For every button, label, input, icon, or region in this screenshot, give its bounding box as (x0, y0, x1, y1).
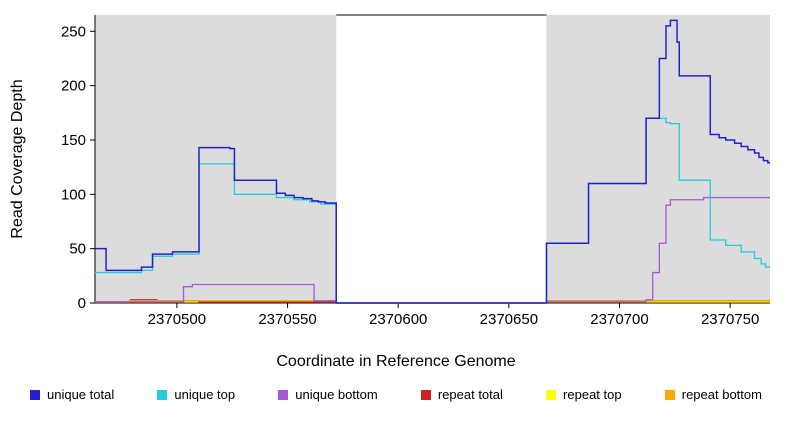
legend-swatch-repeat-total (420, 389, 431, 400)
y-tick-label: 150 (61, 132, 86, 149)
y-axis-title: Read Coverage Depth (9, 79, 26, 238)
legend-label-unique-total: unique total (47, 387, 115, 402)
x-tick-label: 2370600 (369, 311, 427, 328)
x-tick-label: 2370700 (590, 311, 648, 328)
legend-label-unique-top: unique top (174, 387, 236, 402)
legend-label-repeat-top: repeat top (563, 387, 622, 402)
legend-item-unique-top: unique top (157, 387, 235, 402)
legend-label-unique-bottom: unique bottom (295, 387, 378, 402)
legend-item-unique-bottom: unique bottom (278, 387, 378, 402)
shaded-region (546, 15, 770, 303)
legend-swatch-unique-top (157, 389, 168, 400)
x-tick-label: 2370550 (258, 311, 316, 328)
plot-area: 2370500 2370550 2370600 2370650 2370700 23707… (9, 14, 770, 328)
series-line-unique-total (95, 19, 770, 304)
legend-swatch-unique-total (30, 389, 40, 400)
y-tick-label: 0 (78, 295, 86, 312)
legend-label-repeat-bottom: repeat bottom (681, 387, 762, 402)
legend-swatch-unique-bottom (278, 389, 289, 400)
y-tick-label: 100 (61, 186, 86, 203)
legend-swatch-repeat-bottom (664, 389, 675, 400)
y-tick-label: 200 (61, 78, 86, 95)
shaded-region (95, 15, 337, 303)
legend-item-repeat-total: repeat total (420, 387, 503, 402)
legend-item-repeat-bottom: repeat bottom (664, 387, 762, 402)
chart-layer: 2370500 2370550 2370600 2370650 2370700 23707… (61, 14, 770, 328)
legend-label-repeat-total: repeat total (437, 387, 503, 402)
x-tick-label: 2370500 (148, 311, 206, 328)
legend: unique total unique top unique bottom repea… (0, 387, 792, 402)
series-line-unique-bottom (95, 196, 770, 304)
legend-item-repeat-top: repeat top (546, 387, 622, 402)
legend-item-unique-total: unique total (30, 387, 114, 402)
y-tick-label: 250 (61, 23, 86, 40)
y-tick-label: 50 (69, 241, 86, 258)
x-axis-title: Coordinate in Reference Genome (276, 353, 516, 370)
legend-swatch-repeat-top (546, 389, 557, 400)
x-tick-label: 2370750 (701, 311, 759, 328)
x-tick-label: 2370650 (480, 311, 538, 328)
